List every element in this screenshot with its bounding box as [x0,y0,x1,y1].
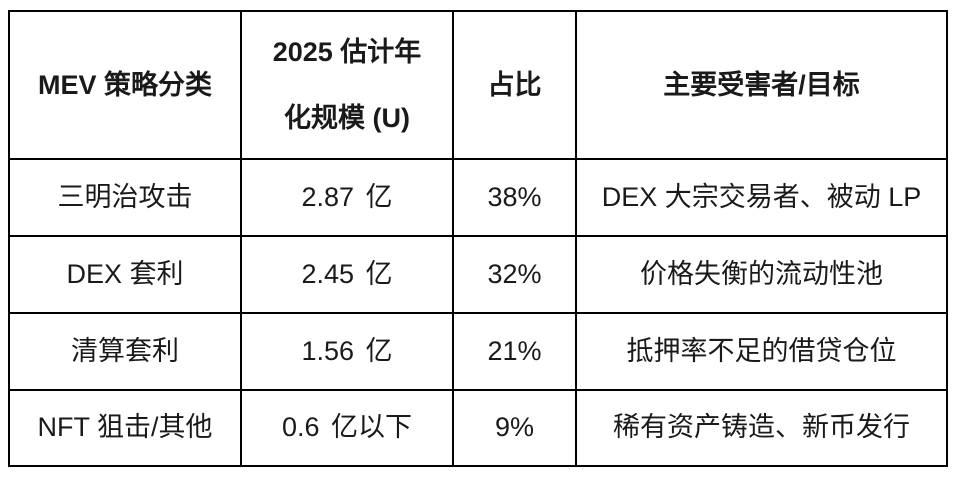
cell-victims: 抵押率不足的借贷仓位 [575,312,948,391]
table-row: 清算套利 1.56 亿 21% 抵押率不足的借贷仓位 [8,312,948,391]
cell-victims: 稀有资产铸造、新币发行 [575,389,948,467]
table-row: DEX 套利 2.45 亿 32% 价格失衡的流动性池 [8,235,948,314]
cell-strategy: 三明治攻击 [8,158,242,237]
cell-strategy: NFT 狙击/其他 [8,389,242,467]
table-row: 三明治攻击 2.87 亿 38% DEX 大宗交易者、被动 LP [8,158,948,237]
cell-victims: 价格失衡的流动性池 [575,235,948,314]
cell-share: 21% [452,312,577,391]
table-header-row: MEV 策略分类 2025 估计年 化规模 (U) 占比 主要受害者/目标 [8,10,948,160]
header-cell-share: 占比 [452,10,577,160]
cell-share: 9% [452,389,577,467]
cell-share: 32% [452,235,577,314]
cell-scale: 2.45 亿 [240,235,454,314]
header-cell-scale: 2025 估计年 化规模 (U) [240,10,454,160]
cell-victims: DEX 大宗交易者、被动 LP [575,158,948,237]
cell-scale: 1.56 亿 [240,312,454,391]
cell-scale: 2.87 亿 [240,158,454,237]
table-row: NFT 狙击/其他 0.6 亿以下 9% 稀有资产铸造、新币发行 [8,389,948,467]
cell-share: 38% [452,158,577,237]
cell-scale: 0.6 亿以下 [240,389,454,467]
header-cell-victims: 主要受害者/目标 [575,10,948,160]
cell-strategy: 清算套利 [8,312,242,391]
mev-strategy-table: MEV 策略分类 2025 估计年 化规模 (U) 占比 主要受害者/目标 三明… [8,10,948,467]
cell-strategy: DEX 套利 [8,235,242,314]
header-cell-strategy: MEV 策略分类 [8,10,242,160]
